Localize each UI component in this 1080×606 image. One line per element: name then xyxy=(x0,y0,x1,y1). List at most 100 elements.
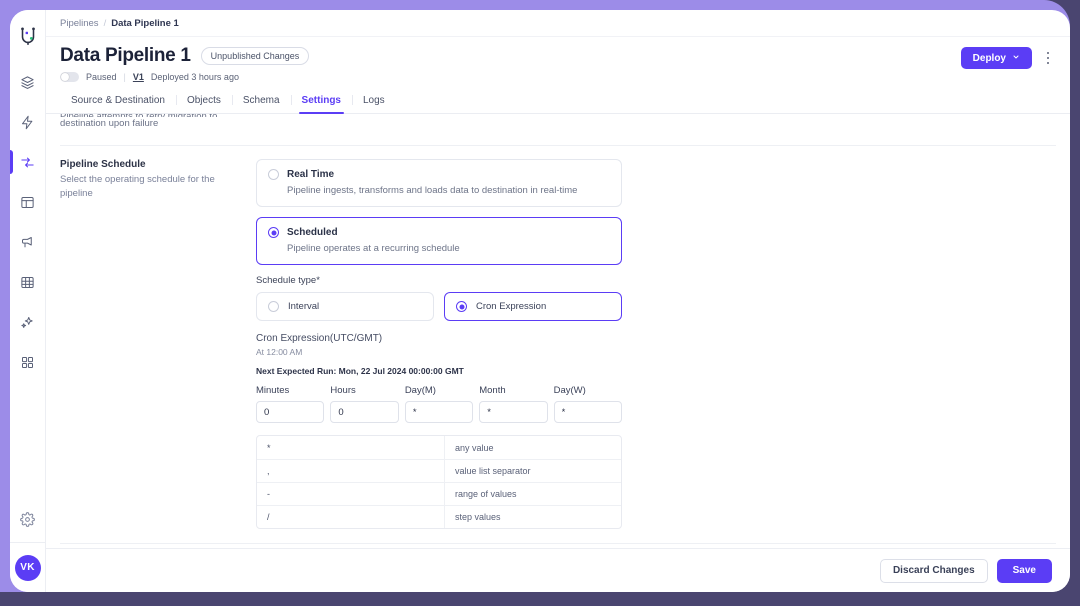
sidebar-item-settings[interactable] xyxy=(10,502,45,542)
avatar[interactable]: VK xyxy=(14,554,41,581)
settings-content[interactable]: Pipeline attempts to retry migration to … xyxy=(46,114,1070,548)
tab-logs[interactable]: Logs xyxy=(352,91,396,113)
meta-divider: | xyxy=(123,72,126,82)
sidebar-item-ai[interactable] xyxy=(10,306,46,338)
cron-legend-table: * any value , value list separator - ran… xyxy=(256,435,622,530)
deploy-button[interactable]: Deploy xyxy=(960,47,1032,69)
cron-day-of-month-input[interactable] xyxy=(404,401,474,424)
sidebar-nav-list xyxy=(10,66,45,378)
tab-settings[interactable]: Settings xyxy=(290,91,352,114)
cron-fields-grid: Minutes Hours Day(M) Month xyxy=(256,385,623,424)
cron-expression-summary: At 12:00 AM xyxy=(256,347,303,358)
pipeline-status-text: Paused xyxy=(86,72,117,82)
sidebar-item-activity[interactable] xyxy=(10,106,46,138)
page-header: Data Pipeline 1 Unpublished Changes Paus… xyxy=(46,37,1070,82)
legend-description: step values xyxy=(455,512,501,523)
app-window: VK Pipelines / Data Pipeline 1 Data Pipe… xyxy=(10,10,1070,592)
legend-symbol: / xyxy=(257,506,445,529)
kebab-menu-icon[interactable] xyxy=(1040,47,1056,69)
real-time-radio[interactable] xyxy=(268,168,279,180)
main-area: Pipelines / Data Pipeline 1 Data Pipelin… xyxy=(46,10,1070,592)
version-link[interactable]: V1 xyxy=(132,72,144,82)
pipeline-schedule-title: Pipeline Schedule xyxy=(60,158,146,170)
schedule-type-cron[interactable]: Cron Expression xyxy=(444,292,622,322)
deploy-button-label: Deploy xyxy=(972,52,1006,64)
pipeline-arrows-icon xyxy=(20,155,35,170)
status-badge: Unpublished Changes xyxy=(200,47,310,65)
scheduled-option-top: Scheduled xyxy=(268,227,610,239)
cron-field-minutes-label: Minutes xyxy=(256,385,290,397)
sidebar-item-tables[interactable] xyxy=(10,266,46,298)
tab-schema[interactable]: Schema xyxy=(231,91,291,113)
tab-objects[interactable]: Objects xyxy=(175,91,232,113)
scheduled-desc: Pipeline operates at a recurring schedul… xyxy=(287,243,460,255)
tab-bar: Source & Destination Objects Schema Sett… xyxy=(46,91,1070,114)
sparkles-icon xyxy=(20,315,35,330)
scheduled-title: Scheduled xyxy=(287,227,338,239)
breadcrumb-separator: / xyxy=(103,17,107,29)
layout-panel-icon xyxy=(20,195,35,210)
cron-field-month: Month xyxy=(479,385,548,424)
cron-day-of-week-input[interactable] xyxy=(553,401,623,424)
cron-hours-input[interactable] xyxy=(330,401,399,424)
chevron-down-icon xyxy=(1012,53,1020,64)
breadcrumb-root[interactable]: Pipelines xyxy=(60,17,99,29)
tab-source-destination[interactable]: Source & Destination xyxy=(71,95,165,106)
interval-radio[interactable] xyxy=(268,301,279,313)
scheduled-radio[interactable] xyxy=(268,227,279,239)
next-expected-run: Next Expected Run: Mon, 22 Jul 2024 00:0… xyxy=(256,366,464,377)
title-row: Data Pipeline 1 Unpublished Changes xyxy=(60,45,1056,67)
table-row: / step values xyxy=(257,505,621,529)
sidebar-item-campaigns[interactable] xyxy=(10,226,46,258)
retry-description: Pipeline attempts to retry migration to … xyxy=(60,114,256,131)
save-button[interactable]: Save xyxy=(996,558,1052,583)
discard-changes-button[interactable]: Discard Changes xyxy=(879,558,988,583)
pipeline-schedule-desc: Select the operating schedule for the pi… xyxy=(60,173,215,199)
table-row: , value list separator xyxy=(257,459,621,483)
retry-description-line1: Pipeline attempts to retry migration to xyxy=(60,114,256,117)
primary-sidebar: VK xyxy=(10,10,46,592)
schedule-option-scheduled[interactable]: Scheduled Pipeline operates at a recurri… xyxy=(256,217,622,266)
cron-field-hours: Hours xyxy=(330,385,399,424)
sidebar-item-apps[interactable] xyxy=(10,346,46,378)
schedule-type-row: Interval Cron Expression xyxy=(256,292,622,322)
real-time-title: Real Time xyxy=(287,168,335,180)
schedule-type-interval[interactable]: Interval xyxy=(256,292,434,322)
table-row: * any value xyxy=(257,436,621,460)
cron-expression-heading: Cron Expression(UTC/GMT) xyxy=(256,333,383,345)
sidebar-item-models[interactable] xyxy=(10,186,46,218)
legend-symbol: * xyxy=(257,436,445,460)
real-time-option-top: Real Time xyxy=(268,168,610,180)
cron-field-month-label: Month xyxy=(479,385,506,397)
cron-field-hours-label: Hours xyxy=(330,385,356,397)
apps-grid-icon xyxy=(20,355,35,370)
app-logo[interactable] xyxy=(17,20,39,52)
pause-toggle[interactable] xyxy=(60,72,79,82)
breadcrumb-current: Data Pipeline 1 xyxy=(111,17,179,29)
lightning-bolt-icon xyxy=(20,115,35,130)
cron-field-minutes: Minutes xyxy=(256,385,325,424)
interval-label: Interval xyxy=(288,301,320,313)
megaphone-icon xyxy=(20,235,35,250)
page-title: Data Pipeline 1 xyxy=(60,45,191,66)
sidebar-item-sources[interactable] xyxy=(10,66,46,98)
database-stack-icon xyxy=(20,75,35,90)
cron-minutes-input[interactable] xyxy=(256,401,325,424)
gear-icon xyxy=(20,512,35,532)
retry-description-line2: destination upon failure xyxy=(60,118,159,129)
real-time-desc: Pipeline ingests, transforms and loads d… xyxy=(287,184,578,196)
legend-symbol: , xyxy=(257,460,445,483)
bottom-divider xyxy=(60,543,1056,545)
schedule-type-label: Schedule type* xyxy=(256,275,320,287)
header-actions: Deploy xyxy=(960,47,1056,69)
pipeline-schedule-section: Pipeline Schedule Select the operating s… xyxy=(60,146,1056,530)
cron-month-input[interactable] xyxy=(479,401,548,424)
cron-radio[interactable] xyxy=(456,301,467,313)
deployed-text: Deployed 3 hours ago xyxy=(150,72,239,82)
cron-field-day-of-month: Day(M) xyxy=(404,385,474,424)
legend-description: range of values xyxy=(455,489,517,500)
pipeline-schedule-content: Real Time Pipeline ingests, transforms a… xyxy=(256,158,623,530)
sidebar-item-pipelines[interactable] xyxy=(10,146,46,178)
schedule-option-real-time[interactable]: Real Time Pipeline ingests, transforms a… xyxy=(256,158,622,208)
footer-action-bar: Discard Changes Save xyxy=(46,548,1070,592)
